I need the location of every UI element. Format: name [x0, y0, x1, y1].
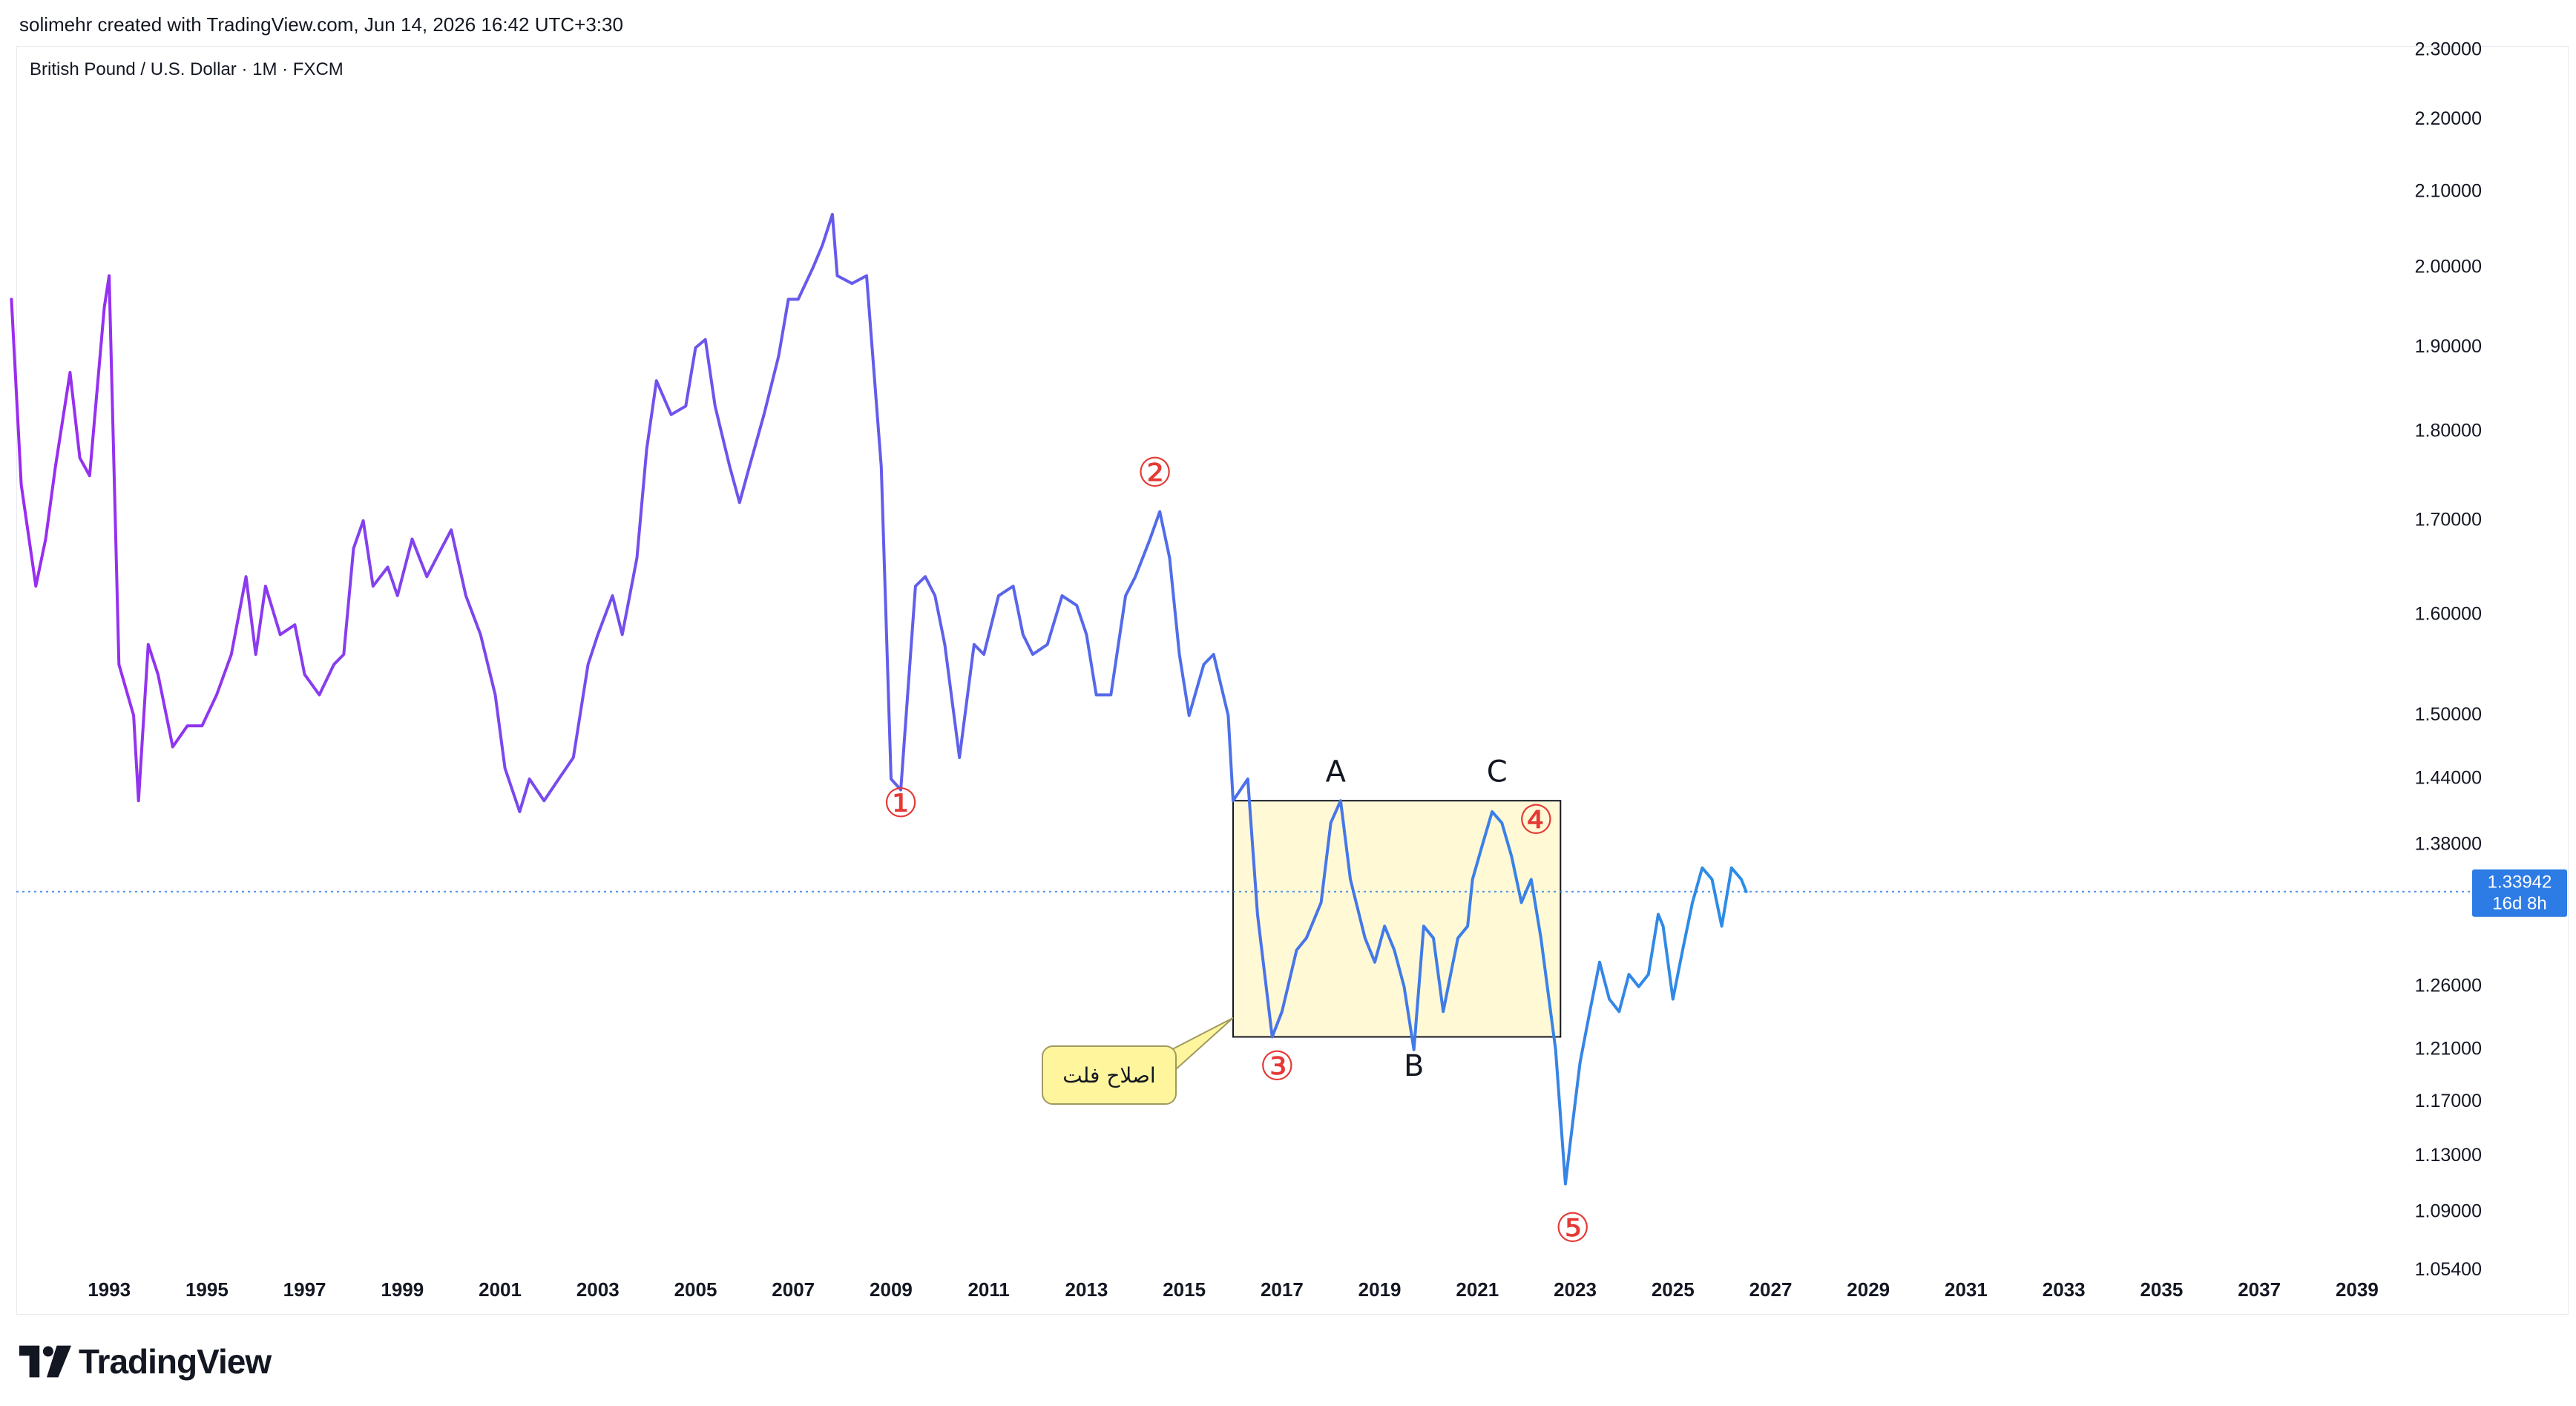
y-tick-label: 1.50000	[2415, 704, 2482, 725]
x-tick-label: 1997	[283, 1278, 326, 1301]
current-price-value: 1.33942	[2488, 873, 2552, 893]
x-tick-label: 2039	[2336, 1278, 2379, 1301]
callout-text: اصلاح فلت	[1062, 1063, 1155, 1088]
x-tick-label: 2013	[1065, 1278, 1108, 1301]
wave-label-4[interactable]: ④	[1518, 797, 1554, 844]
x-tick-label: 2007	[772, 1278, 815, 1301]
x-tick-label: 2035	[2140, 1278, 2183, 1301]
wave-label-5[interactable]: ⑤	[1555, 1205, 1591, 1252]
correction-box[interactable]	[1232, 800, 1562, 1038]
y-tick-label: 1.90000	[2415, 336, 2482, 357]
x-tick-label: 2015	[1163, 1278, 1206, 1301]
x-tick-label: 2025	[1652, 1278, 1695, 1301]
symbol-title[interactable]: British Pound / U.S. Dollar · 1M · FXCM	[30, 59, 344, 79]
y-tick-label: 2.00000	[2415, 257, 2482, 277]
x-tick-label: 1999	[381, 1278, 424, 1301]
wave-label-7[interactable]: B	[1404, 1049, 1424, 1083]
y-tick-label: 2.20000	[2415, 108, 2482, 129]
y-tick-label: 1.80000	[2415, 421, 2482, 441]
y-tick-label: 1.38000	[2415, 834, 2482, 855]
y-tick-label: 1.44000	[2415, 767, 2482, 788]
x-tick-label: 2003	[576, 1278, 620, 1301]
x-tick-label: 2017	[1261, 1278, 1304, 1301]
y-tick-label: 1.70000	[2415, 509, 2482, 530]
x-tick-label: 1993	[88, 1278, 131, 1301]
tradingview-logo-icon	[19, 1345, 71, 1378]
x-tick-label: 2023	[1554, 1278, 1597, 1301]
y-tick-label: 1.13000	[2415, 1145, 2482, 1166]
y-tick-label: 1.26000	[2415, 975, 2482, 996]
y-tick-label: 1.09000	[2415, 1200, 2482, 1221]
x-tick-label: 2029	[1847, 1278, 1890, 1301]
wave-label-1[interactable]: ①	[883, 780, 919, 827]
wave-label-2[interactable]: ②	[1137, 450, 1172, 496]
x-tick-label: 2011	[967, 1278, 1009, 1301]
y-tick-label: 1.60000	[2415, 604, 2482, 625]
wave-label-8[interactable]: C	[1487, 755, 1508, 789]
wave-label-6[interactable]: A	[1326, 755, 1347, 789]
x-tick-label: 2037	[2238, 1278, 2281, 1301]
price-line-series[interactable]	[10, 212, 1748, 1186]
y-tick-label: 2.10000	[2415, 180, 2482, 201]
y-tick-label: 2.30000	[2415, 39, 2482, 60]
tradingview-logo[interactable]: TradingView	[19, 1341, 272, 1382]
y-tick-label: 1.17000	[2415, 1091, 2482, 1111]
wave-label-3[interactable]: ③	[1259, 1043, 1295, 1090]
x-tick-label: 1995	[185, 1278, 229, 1301]
chart-pane[interactable]	[16, 46, 2569, 1315]
current-price-countdown: 16d 8h	[2492, 894, 2546, 914]
x-tick-label: 2021	[1456, 1278, 1499, 1301]
current-price-badge[interactable]	[2472, 869, 2567, 917]
x-tick-label: 2001	[479, 1278, 522, 1301]
x-tick-label: 2009	[870, 1278, 913, 1301]
callout-bubble[interactable]	[1042, 1045, 1177, 1105]
x-tick-label: 2033	[2043, 1278, 2086, 1301]
x-tick-label: 2027	[1749, 1278, 1793, 1301]
x-tick-label: 2005	[674, 1278, 717, 1301]
x-tick-label: 2031	[1945, 1278, 1988, 1301]
credit-text: solimehr created with TradingView.com, J…	[19, 13, 623, 36]
y-tick-label: 1.05400	[2415, 1259, 2482, 1280]
x-tick-label: 2019	[1358, 1278, 1402, 1301]
y-tick-label: 1.21000	[2415, 1038, 2482, 1059]
logo-text: TradingView	[79, 1342, 272, 1381]
